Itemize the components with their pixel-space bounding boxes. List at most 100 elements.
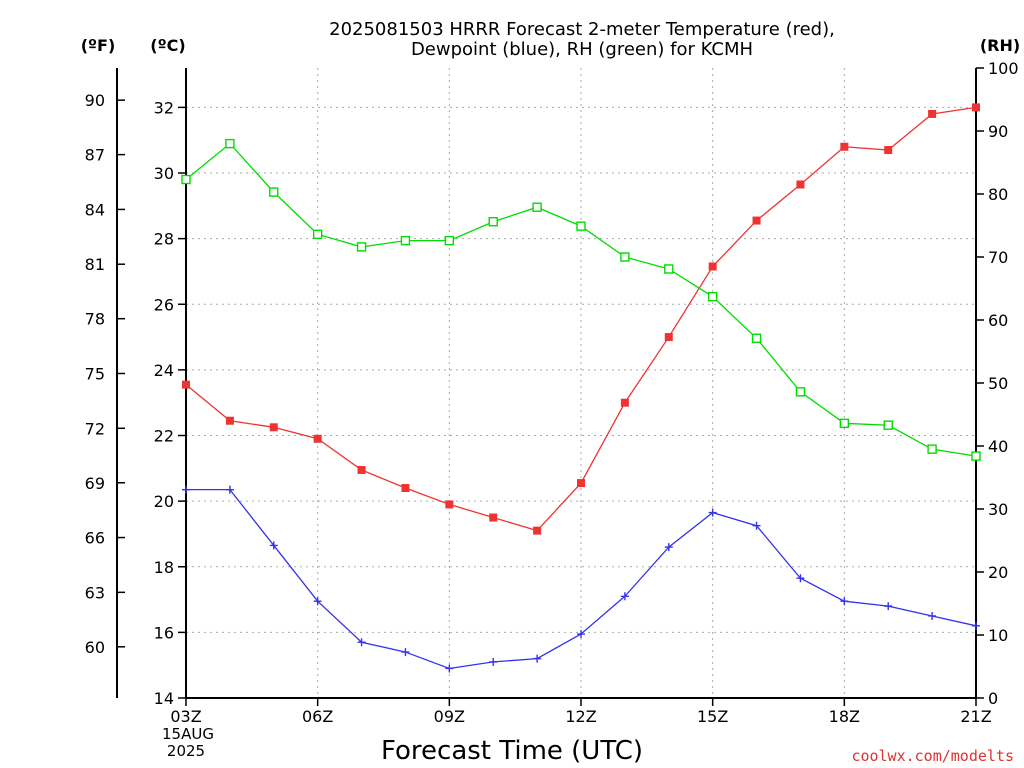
series-point bbox=[708, 508, 717, 517]
series-point bbox=[401, 648, 410, 657]
fahrenheit-tick-label: 75 bbox=[85, 364, 105, 383]
series-line bbox=[185, 142, 977, 457]
rh-tick-label: 20 bbox=[988, 563, 1008, 582]
fahrenheit-tick-label: 90 bbox=[85, 91, 105, 110]
axes bbox=[116, 68, 977, 699]
rh-tick-label: 10 bbox=[988, 626, 1008, 645]
series-point bbox=[576, 221, 586, 231]
series-point bbox=[620, 398, 629, 407]
series-point bbox=[269, 423, 278, 432]
series-point bbox=[400, 235, 411, 246]
celsius-tick-label: 22 bbox=[154, 427, 174, 446]
series-point bbox=[533, 526, 542, 535]
time-tick-label: 15Z bbox=[697, 707, 728, 726]
series-point bbox=[313, 597, 322, 606]
time-tick-label: 03Z bbox=[170, 707, 201, 726]
series-point bbox=[664, 543, 673, 552]
series-point bbox=[796, 574, 805, 583]
series-point bbox=[225, 138, 235, 149]
series-point bbox=[182, 380, 190, 389]
series-point bbox=[357, 638, 366, 647]
series-point bbox=[401, 484, 410, 492]
series-point bbox=[707, 291, 718, 302]
fahrenheit-axis: 90 87 84 81 78 75 72 69 66 63 60 bbox=[85, 91, 125, 657]
series-point bbox=[313, 434, 322, 443]
celsius-tick-label: 16 bbox=[154, 623, 174, 642]
series-point bbox=[182, 485, 190, 494]
celsius-tick-label: 24 bbox=[154, 361, 174, 380]
series-point bbox=[884, 146, 893, 155]
series-2 bbox=[181, 138, 981, 461]
data-series bbox=[181, 103, 981, 673]
series-point bbox=[752, 521, 761, 530]
time-tick-label: 21Z bbox=[960, 707, 991, 726]
series-point bbox=[488, 217, 498, 227]
time-tick-label: 06Z bbox=[302, 707, 333, 726]
series-point bbox=[357, 465, 366, 474]
series-point bbox=[620, 252, 630, 262]
series-point bbox=[927, 444, 937, 454]
series-point bbox=[928, 611, 937, 620]
series-point bbox=[225, 416, 234, 425]
series-point bbox=[752, 216, 761, 225]
time-tick-label: 12Z bbox=[565, 707, 596, 726]
gridlines bbox=[185, 68, 977, 699]
series-1 bbox=[182, 485, 980, 673]
series-point bbox=[269, 187, 279, 197]
celsius-tick-label: 26 bbox=[154, 295, 174, 314]
series-point bbox=[796, 180, 805, 189]
time-tick-label: 09Z bbox=[434, 707, 465, 726]
rh-tick-label: 0 bbox=[988, 689, 998, 708]
fahrenheit-tick-label: 84 bbox=[85, 200, 105, 219]
celsius-tick-label: 30 bbox=[154, 164, 174, 183]
series-point bbox=[751, 333, 762, 343]
series-point bbox=[225, 485, 234, 494]
fahrenheit-tick-label: 87 bbox=[85, 146, 105, 165]
series-point bbox=[664, 264, 674, 274]
fahrenheit-tick-label: 81 bbox=[85, 255, 105, 274]
series-point bbox=[840, 597, 849, 606]
fahrenheit-tick-label: 60 bbox=[85, 638, 105, 657]
series-point bbox=[972, 103, 980, 112]
fahrenheit-tick-label: 78 bbox=[85, 310, 105, 329]
rh-tick-label: 90 bbox=[988, 122, 1008, 141]
series-point bbox=[445, 500, 454, 509]
series-point bbox=[839, 418, 850, 429]
series-point bbox=[445, 664, 454, 673]
series-point bbox=[489, 513, 498, 522]
rh-axis-unit: (RH) bbox=[980, 36, 1020, 55]
celsius-tick-label: 20 bbox=[154, 492, 174, 511]
series-point bbox=[971, 451, 981, 461]
series-point bbox=[840, 142, 849, 151]
celsius-tick-label: 14 bbox=[154, 689, 174, 708]
time-axis: 03Z 06Z 09Z 12Z 15Z 18Z 21Z bbox=[170, 698, 992, 726]
series-0 bbox=[182, 103, 980, 535]
time-tick-label: 18Z bbox=[829, 707, 860, 726]
rh-tick-label: 100 bbox=[988, 59, 1019, 78]
fahrenheit-axis-unit: (ºF) bbox=[81, 36, 116, 55]
series-point bbox=[884, 602, 893, 611]
series-point bbox=[664, 333, 673, 342]
series-point bbox=[533, 654, 542, 663]
series-point bbox=[532, 202, 542, 212]
fahrenheit-tick-label: 69 bbox=[85, 474, 105, 493]
series-point bbox=[312, 229, 323, 240]
series-point bbox=[883, 420, 893, 430]
credit-text: coolwx.com/modelts bbox=[851, 747, 1014, 765]
fahrenheit-tick-label: 66 bbox=[85, 529, 105, 548]
series-point bbox=[489, 657, 498, 666]
rh-tick-label: 50 bbox=[988, 374, 1008, 393]
x-axis-label: Forecast Time (UTC) bbox=[381, 736, 643, 766]
series-point bbox=[577, 630, 585, 639]
series-point bbox=[269, 541, 278, 550]
series-point bbox=[577, 479, 585, 488]
rh-tick-label: 60 bbox=[988, 311, 1008, 330]
chart-title-line-2: Dewpoint (blue), RH (green) for KCMH bbox=[411, 39, 753, 60]
celsius-axis-unit: (ºC) bbox=[150, 36, 185, 55]
celsius-tick-label: 28 bbox=[154, 230, 174, 249]
series-point bbox=[181, 174, 191, 185]
series-point bbox=[708, 262, 717, 271]
series-point bbox=[928, 109, 937, 118]
